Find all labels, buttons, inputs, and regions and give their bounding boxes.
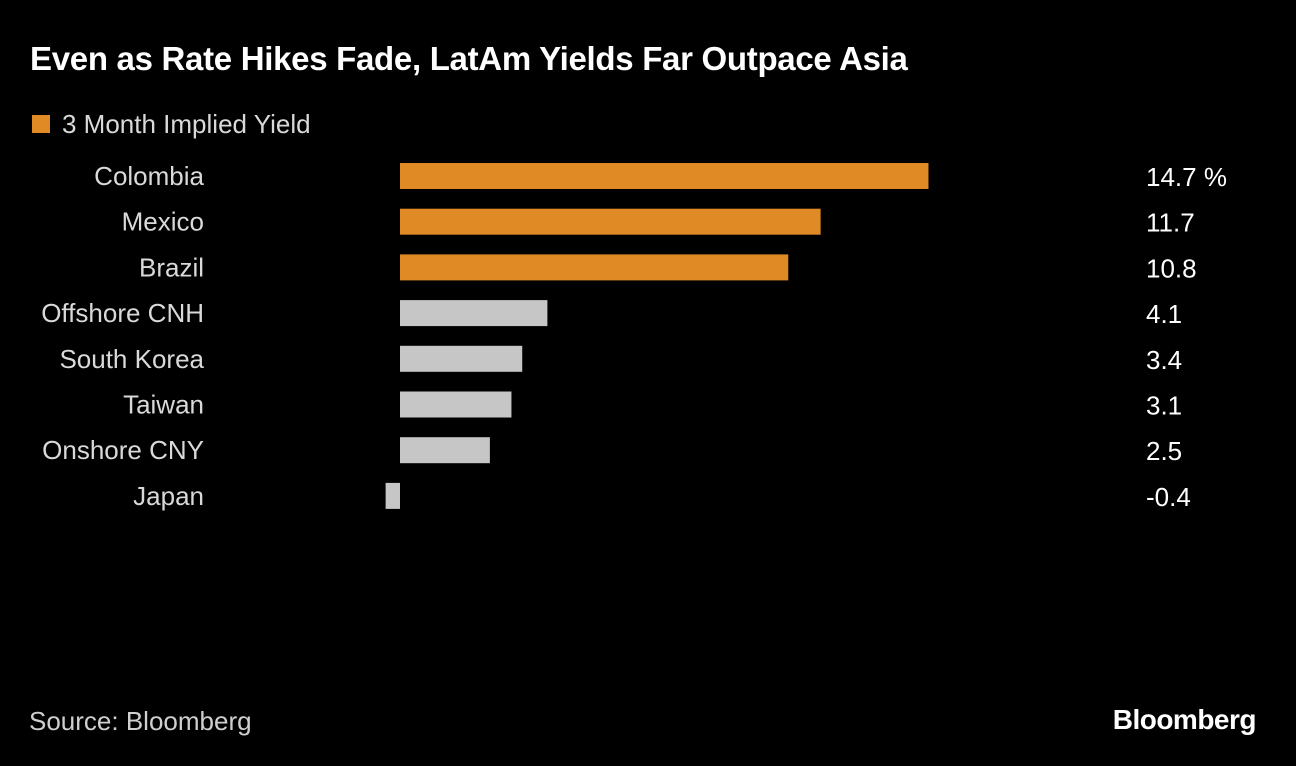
bar-japan <box>385 482 400 509</box>
category-label-onshore-cny: Onshore CNY <box>42 435 204 465</box>
bar-offshore-cnh <box>400 300 548 327</box>
category-label-taiwan: Taiwan <box>123 390 204 420</box>
bar-colombia <box>400 163 929 189</box>
bloomberg-logo: Bloomberg <box>1112 704 1257 735</box>
category-label-south-korea: South Korea <box>59 344 204 374</box>
value-label-colombia: 14.7 % <box>1146 162 1227 192</box>
value-label-brazil: 10.8 <box>1146 253 1197 283</box>
value-label-offshore-cnh: 4.1 <box>1146 299 1182 329</box>
source-note: Source: Bloomberg <box>29 706 252 736</box>
bar-brazil <box>400 254 789 281</box>
value-label-taiwan: 3.1 <box>1146 391 1182 421</box>
bar-taiwan <box>400 391 512 418</box>
category-label-mexico: Mexico <box>122 207 204 237</box>
legend-swatch <box>32 115 50 133</box>
category-label-brazil: Brazil <box>139 252 204 282</box>
category-label-japan: Japan <box>133 481 204 511</box>
bar-south-korea <box>400 345 523 372</box>
value-label-south-korea: 3.4 <box>1146 345 1182 375</box>
value-label-onshore-cny: 2.5 <box>1146 436 1182 466</box>
chart-title: Even as Rate Hikes Fade, LatAm Yields Fa… <box>30 40 908 77</box>
value-label-mexico: 11.7 <box>1146 208 1195 238</box>
bar-onshore-cny <box>400 437 490 464</box>
legend-label: 3 Month Implied Yield <box>62 108 311 139</box>
category-label-colombia: Colombia <box>94 161 204 191</box>
bar-mexico <box>400 208 821 235</box>
category-label-offshore-cnh: Offshore CNH <box>41 298 204 328</box>
legend: 3 Month Implied Yield <box>32 108 311 140</box>
value-label-japan: -0.4 <box>1146 482 1191 512</box>
